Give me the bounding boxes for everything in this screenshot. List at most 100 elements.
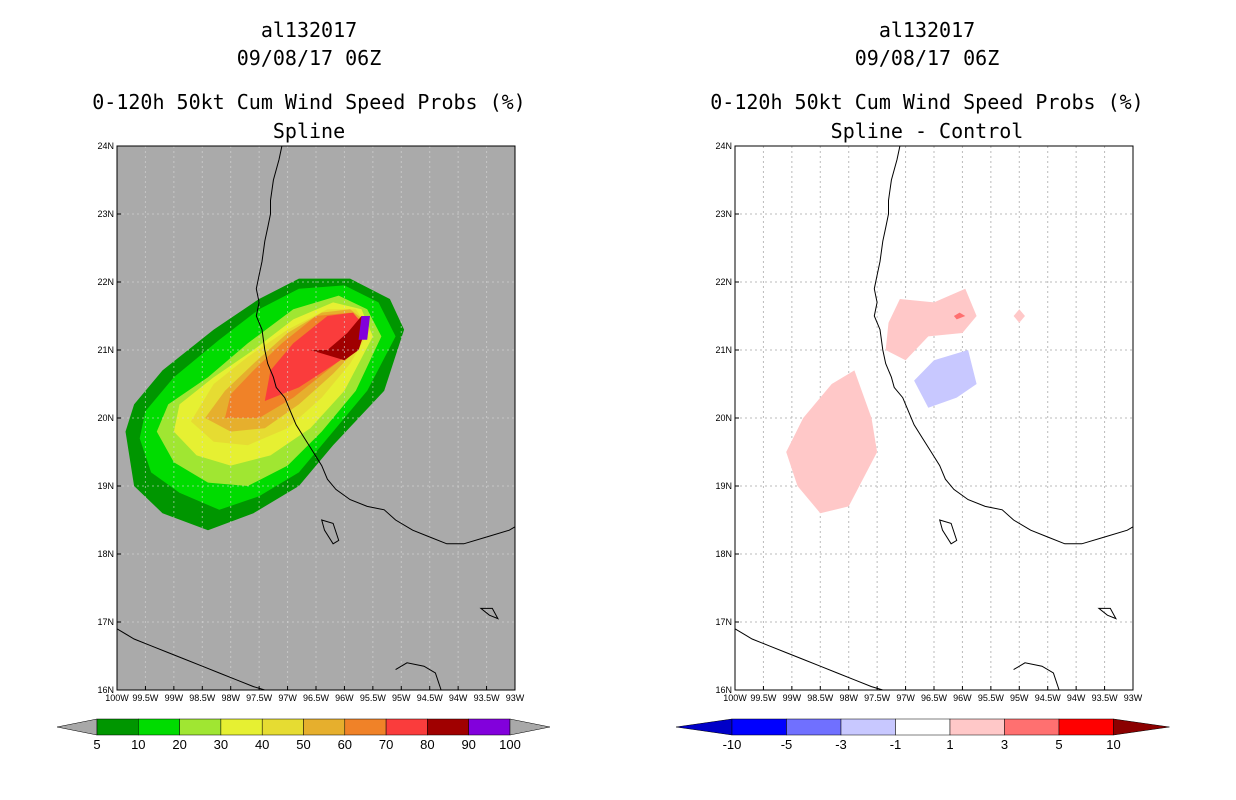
colorbar-label: 80 xyxy=(420,737,434,752)
colorbar-label: 10 xyxy=(131,737,145,752)
colorbar-label: -5 xyxy=(781,737,793,752)
colorbar-label: 70 xyxy=(379,737,393,752)
pacific-coastline xyxy=(734,628,883,691)
colorbar-box xyxy=(949,718,1005,736)
colorbar-box xyxy=(468,718,511,736)
method-title: Spline xyxy=(272,119,346,143)
colorbar-box xyxy=(786,718,842,736)
y-tick-label: 17N xyxy=(97,617,114,627)
x-tick-label: 97W xyxy=(896,693,915,703)
colorbar-box xyxy=(303,718,346,736)
y-tick-label: 22N xyxy=(97,277,114,287)
colorbar-label: 5 xyxy=(1055,737,1062,752)
colorbar-under-triangle xyxy=(56,718,98,736)
y-tick-label: 21N xyxy=(715,345,732,355)
x-tick-label: 98.5W xyxy=(189,693,216,703)
colorbar-label: 40 xyxy=(255,737,269,752)
contour-level-80 xyxy=(310,316,370,361)
method-title: Spline - Control xyxy=(830,119,1024,143)
x-tick-label: 94.5W xyxy=(1035,693,1062,703)
x-tick-label: 95.5W xyxy=(978,693,1005,703)
colorbar-box xyxy=(179,718,222,736)
colorbar-box xyxy=(96,718,139,736)
colorbar-under-triangle xyxy=(675,718,733,736)
contour-level-neg1 xyxy=(914,350,977,408)
colorbar-label: -10 xyxy=(723,737,742,752)
difference-map: 100W 99.5W 99W 98.5W 98W 97.5W 97W 96.5W 96W 95.5… xyxy=(675,141,1170,752)
colorbar-label: 100 xyxy=(499,737,521,752)
y-tick-label: 18N xyxy=(715,549,732,559)
colorbar-box xyxy=(344,718,387,736)
colorbar-box xyxy=(385,718,428,736)
colorbar-label: -1 xyxy=(890,737,902,752)
storm-id-title: al132017 xyxy=(260,18,358,42)
x-tick-label: 98W xyxy=(221,693,240,703)
colorbar-box xyxy=(731,718,787,736)
x-tick-label: 94W xyxy=(1067,693,1086,703)
y-tick-label: 21N xyxy=(97,345,114,355)
x-tick-label: 97W xyxy=(278,693,297,703)
contour-level-70 xyxy=(264,312,365,401)
colorbar-label: 1 xyxy=(946,737,953,752)
isthmus-coastline xyxy=(395,662,442,691)
island-outline xyxy=(1097,607,1118,620)
x-tick-label: 97.5W xyxy=(864,693,891,703)
x-tick-label: 99.5W xyxy=(132,693,159,703)
product-title: 0-120h 50kt Cum Wind Speed Probs (%) xyxy=(710,90,1144,114)
x-tick-label: 100W xyxy=(105,693,129,703)
lagoon-outline xyxy=(320,519,340,545)
y-tick-label: 18N xyxy=(97,549,114,559)
y-tick-label: 20N xyxy=(715,413,732,423)
x-tick-label: 93.5W xyxy=(1092,693,1119,703)
x-tick-label: 93W xyxy=(506,693,525,703)
colorbar-box xyxy=(220,718,263,736)
x-tick-label: 98.5W xyxy=(807,693,834,703)
y-tick-label: 17N xyxy=(715,617,732,627)
x-tick-label: 97.5W xyxy=(246,693,273,703)
contour-level-1 xyxy=(786,370,878,514)
y-tick-label: 24N xyxy=(97,141,114,151)
colorbar-box xyxy=(1004,718,1060,736)
x-tick-label: 96.5W xyxy=(303,693,330,703)
isthmus-coastline xyxy=(1013,662,1060,691)
x-tick-label: 94.5W xyxy=(417,693,444,703)
pacific-coastline xyxy=(116,628,265,691)
y-tick-label: 19N xyxy=(715,481,732,491)
contour-level-3 xyxy=(953,312,966,320)
colorbar-label: 30 xyxy=(214,737,228,752)
contour-level-1 xyxy=(885,288,977,361)
y-tick-label: 16N xyxy=(97,685,114,695)
x-tick-label: 95W xyxy=(1010,693,1029,703)
y-tick-label: 19N xyxy=(97,481,114,491)
probability-map: 100W 99.5W 99W 98.5W 98W 97.5W 97W 96.5W 96W 95.5… xyxy=(56,141,551,752)
colorbar-label: 3 xyxy=(1001,737,1008,752)
colorbar-label: 5 xyxy=(93,737,100,752)
x-tick-label: 96W xyxy=(335,693,354,703)
x-tick-label: 93W xyxy=(1124,693,1143,703)
lagoon-outline xyxy=(938,519,958,545)
product-title: 0-120h 50kt Cum Wind Speed Probs (%) xyxy=(92,90,526,114)
x-tick-label: 99W xyxy=(165,693,184,703)
x-tick-label: 96W xyxy=(953,693,972,703)
y-tick-label: 16N xyxy=(715,685,732,695)
colorbar-label: 10 xyxy=(1106,737,1120,752)
colorbar-over-triangle xyxy=(509,718,551,736)
colorbar-over-triangle xyxy=(1113,718,1170,736)
y-tick-label: 23N xyxy=(715,209,732,219)
x-tick-label: 94W xyxy=(449,693,468,703)
colorbar-box xyxy=(261,718,304,736)
colorbar-box xyxy=(1058,718,1114,736)
storm-id-title: al132017 xyxy=(878,18,976,42)
y-tick-label: 20N xyxy=(97,413,114,423)
y-tick-label: 22N xyxy=(715,277,732,287)
contour-level-90 xyxy=(358,316,370,340)
x-tick-label: 95.5W xyxy=(360,693,387,703)
date-title: 09/08/17 06Z xyxy=(236,46,382,70)
colorbar-box xyxy=(427,718,469,736)
x-tick-label: 95W xyxy=(392,693,411,703)
coastline xyxy=(873,145,1134,545)
right-panel: al132017 09/08/17 06Z 0-120h 50kt Cum Wi… xyxy=(618,0,1236,800)
x-tick-label: 99.5W xyxy=(750,693,777,703)
y-tick-label: 24N xyxy=(715,141,732,151)
date-title: 09/08/17 06Z xyxy=(854,46,1000,70)
